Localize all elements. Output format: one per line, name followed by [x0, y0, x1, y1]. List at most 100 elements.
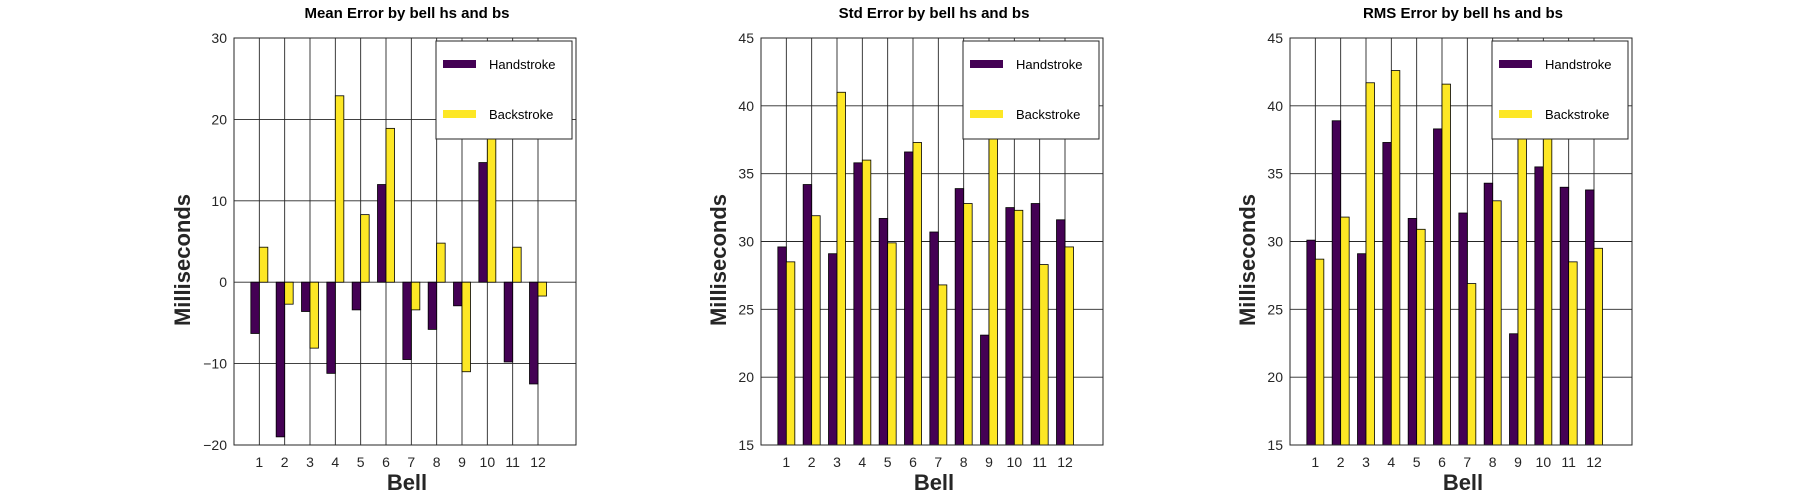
bar-backstroke-bell-5: [887, 242, 897, 446]
x-tick-label: 7: [934, 454, 942, 470]
x-tick-label: 3: [833, 454, 841, 470]
bar-handstroke-bell-11: [1030, 203, 1041, 446]
bar-handstroke-bell-1: [1306, 239, 1316, 446]
y-tick-label: 10: [211, 193, 227, 209]
bar-backstroke-bell-8: [436, 242, 446, 283]
y-tick-label: 20: [1267, 369, 1283, 385]
x-tick-label: 6: [909, 454, 917, 470]
x-tick-label: 4: [858, 454, 866, 470]
y-axis-label: Milliseconds: [1235, 194, 1260, 326]
y-tick-label: 15: [1267, 437, 1283, 453]
x-tick-label: 2: [808, 454, 816, 470]
bar-backstroke-bell-10: [1013, 209, 1024, 446]
bar-handstroke-bell-3: [828, 253, 838, 446]
bar-handstroke-bell-10: [1005, 207, 1015, 446]
bar-handstroke-bell-9: [1509, 333, 1519, 446]
bar-handstroke-bell-12: [1585, 189, 1595, 446]
y-tick-label: 0: [219, 274, 227, 290]
axes-frame: [760, 37, 1104, 446]
x-tick-label: 8: [1489, 454, 1497, 470]
bar-handstroke-bell-12: [1056, 219, 1066, 446]
x-tick-label: 9: [1514, 454, 1522, 470]
bar-backstroke-bell-11: [1039, 264, 1049, 446]
x-tick-label: 8: [960, 454, 968, 470]
bar-backstroke-bell-1: [785, 261, 796, 446]
x-tick-label: 10: [1536, 454, 1552, 470]
chart-title: RMS Error by bell hs and bs: [1363, 5, 1563, 22]
bar-backstroke-bell-6: [912, 142, 922, 446]
bar-handstroke-bell-8: [1483, 182, 1494, 446]
bar-handstroke-bell-1: [250, 281, 260, 334]
bar-handstroke-bell-4: [326, 281, 336, 374]
bar-backstroke-bell-4: [1390, 70, 1401, 446]
x-tick-label: 8: [433, 454, 441, 470]
bar-handstroke-bell-6: [377, 184, 387, 283]
bar-handstroke-bell-8: [427, 281, 438, 330]
y-tick-label: 45: [738, 30, 754, 46]
bar-handstroke-bell-5: [1407, 218, 1418, 446]
x-tick-label: 11: [1032, 454, 1047, 470]
x-tick-label: 12: [1057, 454, 1073, 470]
bar-backstroke-bell-7: [937, 284, 948, 446]
y-tick-label: 15: [738, 437, 754, 453]
x-tick-label: 10: [480, 454, 496, 470]
legend-label-backstroke: Backstroke: [1016, 107, 1080, 122]
bar-backstroke-bell-9: [461, 281, 471, 373]
legend-label-backstroke: Backstroke: [489, 107, 553, 122]
bar-handstroke-bell-7: [402, 281, 412, 360]
bar-backstroke-bell-2: [284, 281, 294, 305]
bar-backstroke-bell-12: [537, 281, 547, 297]
bar-backstroke-bell-8: [1492, 200, 1502, 446]
legend-label-backstroke: Backstroke: [1545, 107, 1609, 122]
x-tick-label: 11: [1561, 454, 1576, 470]
bar-backstroke-bell-6: [1441, 83, 1451, 446]
bar-handstroke-bell-4: [1382, 142, 1392, 446]
bar-backstroke-bell-11: [512, 246, 522, 283]
bar-handstroke-bell-6: [904, 151, 914, 446]
y-tick-label: 30: [738, 234, 754, 250]
bar-backstroke-bell-9: [988, 120, 998, 446]
legend-label-handstroke: Handstroke: [489, 57, 555, 72]
bar-handstroke-bell-12: [529, 281, 539, 385]
bar-handstroke-bell-2: [275, 281, 286, 438]
bar-backstroke-bell-5: [1416, 228, 1426, 446]
bar-handstroke-bell-10: [1534, 166, 1544, 446]
y-tick-label: 35: [1267, 166, 1283, 182]
x-tick-label: 9: [985, 454, 993, 470]
bar-handstroke-bell-9: [453, 281, 463, 307]
x-tick-label: 6: [382, 454, 390, 470]
x-axis-label: Bell: [387, 470, 427, 495]
chart-title: Std Error by bell hs and bs: [839, 5, 1030, 22]
legend: Handstroke Backstroke: [435, 40, 573, 140]
y-tick-label: 20: [211, 111, 227, 127]
bar-backstroke-bell-5: [360, 214, 370, 283]
bar-backstroke-bell-7: [1466, 283, 1477, 446]
bar-handstroke-bell-7: [929, 231, 939, 446]
legend-swatch-backstroke: [443, 110, 476, 118]
legend-label-handstroke: Handstroke: [1545, 57, 1611, 72]
x-tick-label: 2: [1337, 454, 1345, 470]
axes-frame: [1289, 37, 1633, 446]
x-tick-label: 3: [1362, 454, 1370, 470]
bar-backstroke-bell-3: [836, 91, 846, 446]
bar-backstroke-bell-11: [1568, 261, 1578, 446]
y-axis-label: Milliseconds: [170, 194, 195, 326]
y-tick-label: 25: [738, 301, 754, 317]
bar-handstroke-bell-1: [777, 246, 787, 446]
y-tick-label: 20: [738, 369, 754, 385]
y-tick-label: 25: [1267, 301, 1283, 317]
bar-handstroke-bell-5: [878, 218, 889, 446]
bar-backstroke-bell-3: [1365, 82, 1375, 446]
legend-label-handstroke: Handstroke: [1016, 57, 1082, 72]
bar-backstroke-bell-10: [486, 119, 497, 283]
bar-backstroke-bell-4: [334, 95, 345, 283]
mean-error-chart: Mean Error by bell hs and bs Bell Millis…: [170, 5, 577, 495]
bar-backstroke-bell-4: [861, 159, 872, 446]
x-tick-label: 1: [1311, 454, 1319, 470]
x-tick-label: 11: [505, 454, 520, 470]
y-tick-label: 40: [1267, 98, 1283, 114]
bar-handstroke-bell-5: [351, 281, 362, 311]
x-tick-label: 12: [530, 454, 546, 470]
x-tick-label: 7: [1463, 454, 1471, 470]
